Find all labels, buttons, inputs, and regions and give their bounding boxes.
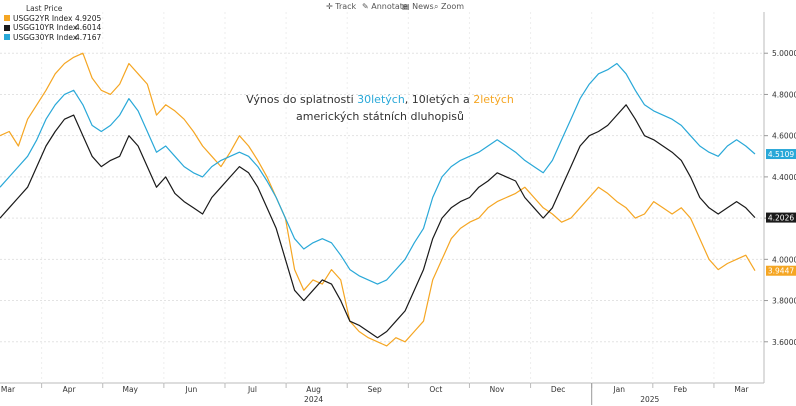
x-tick-label: Mar [734, 385, 749, 394]
track-tool[interactable]: ✛ Track [326, 2, 357, 11]
x-tick-label: Dec [551, 385, 566, 394]
x-year-label: 2025 [640, 395, 659, 404]
last-price-value-0: 3.9447 [768, 267, 794, 276]
y-tick-label: 4.4000 [772, 173, 796, 182]
x-year-label: 2024 [304, 395, 323, 404]
legend-header: Last Price [26, 4, 63, 13]
title-sep-2: a [459, 93, 474, 106]
last-price-tag-0 [766, 265, 796, 276]
last-price-tag-2 [766, 149, 796, 160]
x-tick-label: Jun [185, 385, 198, 394]
annotate-tool[interactable]: ✎ Annotate [362, 2, 408, 11]
legend-name-10yr: USGG10YR Index [13, 23, 78, 32]
legend-item-10yr: USGG10YR Index 4.6014 [4, 23, 101, 33]
annotate-label: Annotate [371, 2, 408, 11]
legend-swatch-10yr [4, 24, 10, 31]
last-price-value-2: 4.5109 [768, 150, 794, 159]
x-tick-label: Oct [429, 385, 442, 394]
legend-name-30yr: USGG30YR Index [13, 32, 78, 42]
last-price-value-1: 4.2026 [768, 214, 794, 223]
x-tick-label: May [122, 385, 138, 394]
chart-title: Výnos do splatnosti 30letých, 10letých a… [230, 91, 530, 125]
y-tick-label: 3.8000 [772, 297, 796, 306]
legend-value-10yr: 4.6014 [75, 23, 102, 32]
x-tick-label: Aug [306, 385, 321, 394]
x-axis: Mar Apr May Jun Jul Aug Sep Oct Nov Dec Jan Feb Mar 2… [1, 383, 749, 405]
title-10yr: 10letých [411, 93, 460, 106]
grid-lines [0, 12, 765, 384]
title-30yr: 30letých [357, 93, 405, 106]
y-tick-label: 4.0000 [772, 255, 796, 264]
zoom-tool[interactable]: ⌕ Zoom [434, 2, 465, 11]
x-tick-label: Nov [490, 385, 505, 394]
x-tick-label: Sep [368, 385, 382, 394]
legend-swatch-30yr [4, 34, 10, 41]
legend-value-2yr: 4.9205 [75, 13, 102, 23]
legend-name-2yr: USGG2YR Index [13, 13, 73, 23]
legend: Last Price USGG2YR Index 4.9205 USGG10YR… [4, 4, 101, 42]
last-price-labels: 3.9447 4.2026 4.5109 [766, 149, 796, 276]
y-axis: 5.00004.80004.60004.40004.20004.00003.80… [764, 49, 796, 347]
y-tick-label: 5.0000 [772, 49, 796, 58]
legend-item-2yr: USGG2YR Index 4.9205 [4, 14, 101, 24]
news-label: News [412, 2, 434, 11]
y-tick-label: 4.8000 [772, 90, 796, 99]
last-price-tag-1 [766, 212, 796, 223]
chart-title-line1: Výnos do splatnosti 30letých, 10letých a… [230, 91, 530, 108]
chart-title-line2: amerických státních dluhopisů [296, 110, 464, 123]
legend-swatch-2yr [4, 15, 10, 22]
y-tick-label: 3.6000 [772, 338, 796, 347]
x-tick-label: Jan [612, 385, 625, 394]
title-2yr: 2letých [473, 93, 514, 106]
x-tick-label: Mar [1, 385, 16, 394]
track-label: Track [335, 2, 357, 11]
zoom-label: Zoom [441, 2, 465, 11]
title-sep-1: , [404, 93, 412, 106]
x-tick-label: Jul [247, 385, 257, 394]
series-lines [0, 52, 756, 347]
y-tick-label: 4.6000 [772, 132, 796, 141]
x-tick-label: Feb [674, 385, 688, 394]
series-line-0 [0, 52, 756, 347]
news-tool[interactable]: ▤ News [402, 2, 434, 11]
x-tick-label: Apr [63, 385, 77, 394]
series-line-1 [0, 104, 756, 339]
legend-value-30yr: 4.7167 [75, 32, 102, 42]
series-line-2 [0, 62, 756, 285]
title-text-1: Výnos do splatnosti [246, 93, 358, 106]
legend-item-30yr: USGG30YR Index 4.7167 [4, 33, 101, 43]
